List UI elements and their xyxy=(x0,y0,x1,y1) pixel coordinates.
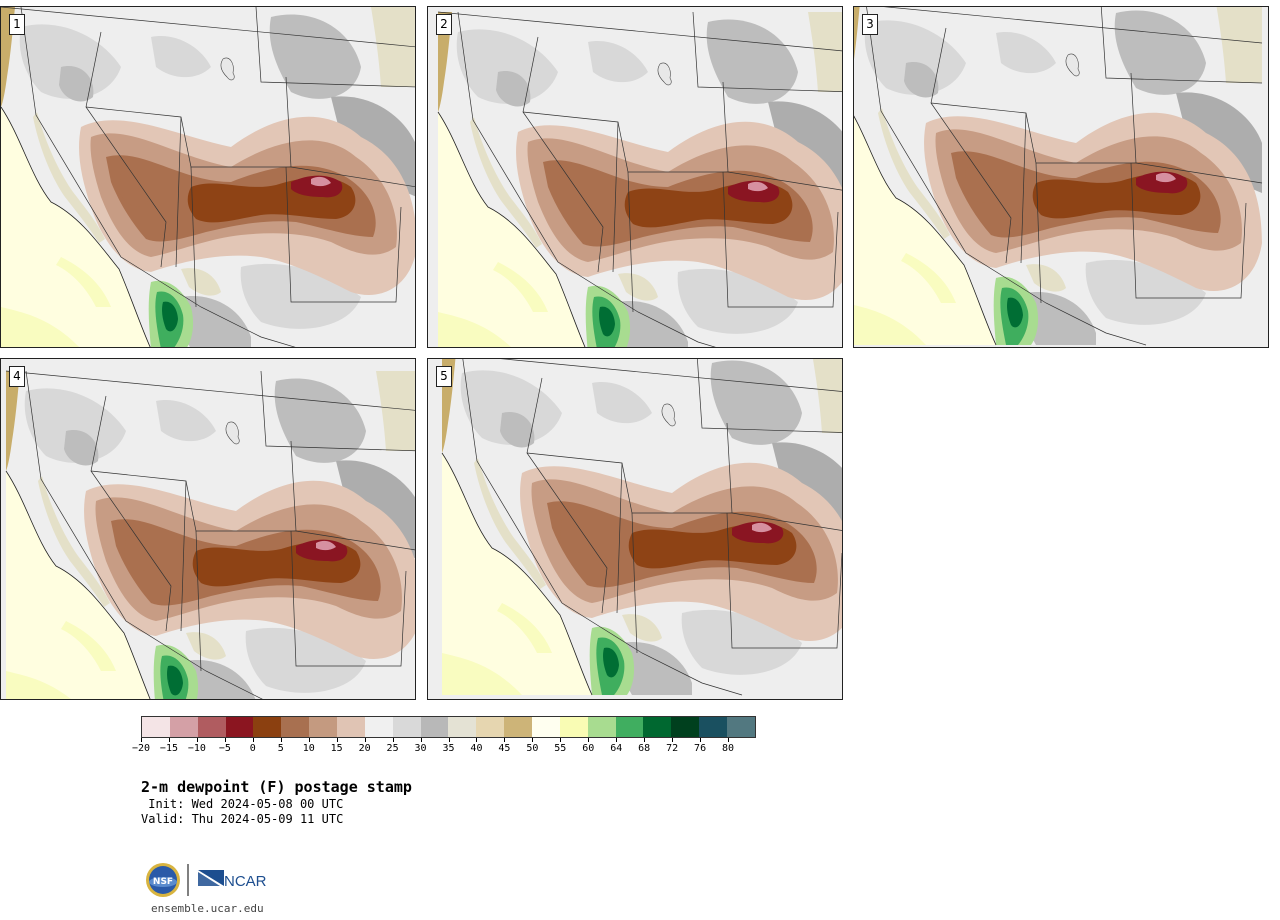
member-label: 2 xyxy=(436,14,452,35)
colorbar-tick xyxy=(252,738,254,742)
colorbar-tick xyxy=(196,738,198,742)
colorbar-tick xyxy=(336,738,338,742)
colorbar-swatch xyxy=(448,717,477,737)
colorbar-swatch xyxy=(476,717,505,737)
ensemble-member-5-map: 5 xyxy=(427,358,843,700)
colorbar-tick xyxy=(392,738,394,742)
dewpoint-field-map xyxy=(854,7,1268,347)
dewpoint-field-map xyxy=(428,7,842,347)
colorbar-tick xyxy=(616,738,618,742)
colorbar-tick-label: −20 xyxy=(131,743,151,754)
member-label: 3 xyxy=(862,14,878,35)
colorbar-tick-label: 20 xyxy=(358,743,371,754)
colorbar-swatch xyxy=(253,717,282,737)
colorbar-swatch xyxy=(559,717,588,737)
colorbar-tick xyxy=(728,738,730,742)
ncar-logo-icon: NCAR xyxy=(198,870,267,890)
colorbar-tick-label: 30 xyxy=(414,743,427,754)
colorbar-tick xyxy=(168,738,170,742)
colorbar-tick xyxy=(700,738,702,742)
colorbar-tick-label: 76 xyxy=(694,743,707,754)
colorbar-tick xyxy=(532,738,534,742)
colorbar-swatch xyxy=(309,717,338,737)
colorbar-tick xyxy=(476,738,478,742)
colorbar-swatch xyxy=(364,717,393,737)
colorbar-swatch xyxy=(643,717,672,737)
colorbar-swatch xyxy=(587,717,616,737)
ensemble-member-1-map: 1 xyxy=(0,6,416,348)
valid-time: Valid: Thu 2024-05-09 11 UTC xyxy=(141,812,344,826)
colorbar-swatch xyxy=(392,717,421,737)
plot-title: 2-m dewpoint (F) postage stamp xyxy=(141,778,412,796)
colorbar-tick-label: 80 xyxy=(722,743,735,754)
colorbar-swatch xyxy=(337,717,365,737)
colorbar-tick-label: 10 xyxy=(302,743,315,754)
colorbar-tick xyxy=(364,738,366,742)
colorbar-swatch xyxy=(197,717,226,737)
ensemble-member-3-map: 3 xyxy=(853,6,1269,348)
colorbar-swatch xyxy=(532,717,560,737)
colorbar-tick-label: 0 xyxy=(249,743,256,754)
ensemble-member-2-map: 2 xyxy=(427,6,843,348)
dewpoint-colorbar xyxy=(141,716,756,738)
colorbar-tick xyxy=(588,738,590,742)
colorbar-tick-label: −15 xyxy=(159,743,178,754)
init-time: Init: Wed 2024-05-08 00 UTC xyxy=(141,797,344,811)
colorbar-swatch xyxy=(504,717,533,737)
colorbar-tick xyxy=(280,738,282,742)
colorbar-tick xyxy=(644,738,646,742)
ncar-text: NCAR xyxy=(224,873,267,890)
member-label: 4 xyxy=(9,366,25,387)
colorbar-tick-label: 64 xyxy=(610,743,623,754)
colorbar-tick-label: 72 xyxy=(666,743,679,754)
colorbar-swatch xyxy=(169,717,198,737)
colorbar-swatch xyxy=(671,717,700,737)
colorbar-tick-label: 60 xyxy=(582,743,595,754)
colorbar-tick xyxy=(420,738,422,742)
colorbar-tick-label: 50 xyxy=(526,743,539,754)
colorbar-tick-label: 15 xyxy=(330,743,343,754)
colorbar-tick xyxy=(672,738,674,742)
colorbar-tick-label: −10 xyxy=(187,743,206,754)
colorbar-swatch xyxy=(281,717,310,737)
dewpoint-field-map xyxy=(1,359,415,699)
colorbar-tick xyxy=(448,738,450,742)
member-label: 1 xyxy=(9,14,25,35)
colorbar-swatch xyxy=(699,717,728,737)
colorbar-tick xyxy=(560,738,562,742)
colorbar-tick-label: 55 xyxy=(554,743,567,754)
colorbar-tick xyxy=(504,738,506,742)
ensemble-member-4-map: 4 xyxy=(0,358,416,700)
dewpoint-field-map xyxy=(1,7,415,347)
colorbar-tick-label: 45 xyxy=(498,743,511,754)
colorbar-swatch xyxy=(142,717,170,737)
colorbar-tick-label: 25 xyxy=(386,743,399,754)
colorbar-tick-label: 68 xyxy=(638,743,651,754)
colorbar-tick xyxy=(308,738,310,742)
colorbar-tick-labels: −20 −15 −10 −5 0 5 10 15 20 25 30 35 40 45 50 55 60 64 68 7… xyxy=(132,738,756,758)
colorbar-tick-label: −5 xyxy=(218,743,231,754)
colorbar-tick xyxy=(141,738,142,742)
colorbar-swatch xyxy=(615,717,644,737)
member-label: 5 xyxy=(436,366,452,387)
dewpoint-field-map xyxy=(428,359,842,699)
colorbar-tick-label: 35 xyxy=(442,743,455,754)
nsf-seal-icon: NSF xyxy=(146,863,180,897)
colorbar-swatch xyxy=(727,717,755,737)
colorbar-tick-label: 5 xyxy=(277,743,284,754)
colorbar-swatch xyxy=(225,717,254,737)
colorbar-tick-label: 40 xyxy=(470,743,483,754)
colorbar-tick xyxy=(224,738,226,742)
colorbar-swatch xyxy=(420,717,449,737)
nsf-ncar-logo: NSF NCAR xyxy=(144,860,274,900)
website-link[interactable]: ensemble.ucar.edu xyxy=(151,902,264,915)
nsf-text: NSF xyxy=(153,877,173,887)
